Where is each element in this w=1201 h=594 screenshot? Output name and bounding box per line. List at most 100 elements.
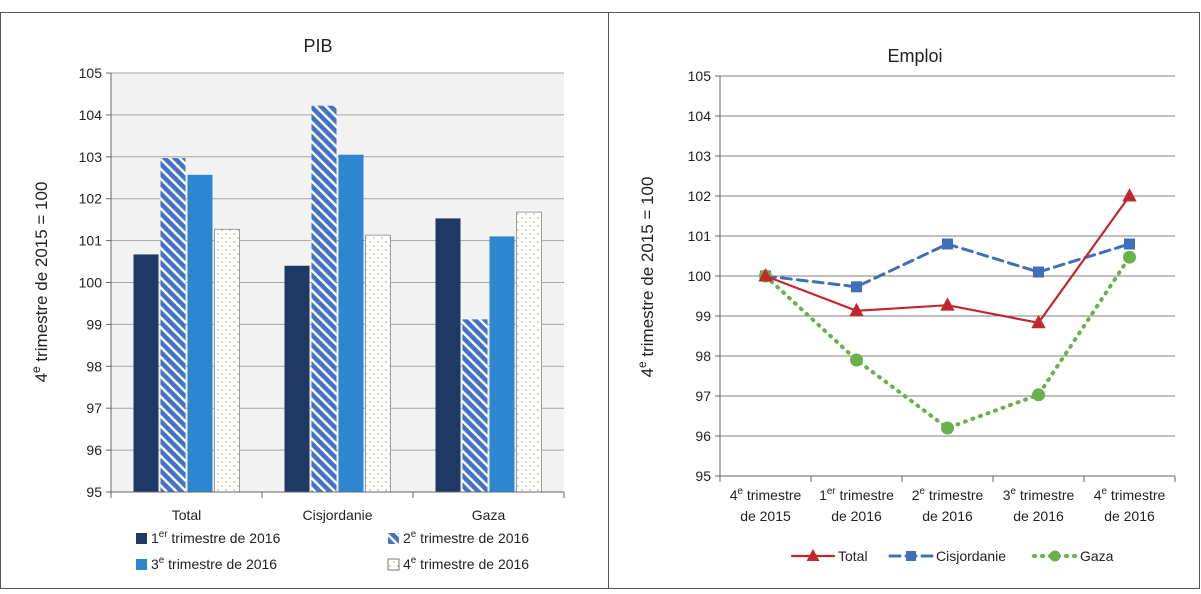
emploi-legend-label: Cisjordanie bbox=[936, 548, 1006, 564]
pib-y-tick-label: 95 bbox=[86, 484, 102, 500]
emploi-data-point bbox=[1122, 188, 1137, 202]
pib-category-label: Cisjordanie bbox=[302, 507, 372, 523]
emploi-category-label-sup: e bbox=[738, 486, 744, 497]
pib-legend-label-rest: trimestre de 2016 bbox=[416, 530, 529, 546]
emploi-y-tick-label: 103 bbox=[688, 148, 712, 164]
pib-legend-label-sup: e bbox=[411, 555, 417, 566]
emploi-y-tick-label: 97 bbox=[695, 388, 711, 404]
emploi-category-label-sup: e bbox=[1102, 486, 1108, 497]
emploi-category-label-line2: de 2016 bbox=[1104, 508, 1155, 524]
emploi-category-label-sup: e bbox=[1011, 486, 1017, 497]
pib-legend-label-rest: trimestre de 2016 bbox=[416, 556, 529, 572]
pib-legend-label-prefix: 3 bbox=[151, 556, 159, 572]
emploi-category-label-rest: trimestre bbox=[1107, 487, 1166, 503]
pib-legend-label: 2e trimestre de 2016 bbox=[403, 529, 529, 546]
pib-y-tick-label: 98 bbox=[86, 358, 102, 374]
pib-bar bbox=[311, 105, 337, 492]
emploi-category-label-sup: e bbox=[920, 486, 926, 497]
pib-bar bbox=[160, 158, 186, 492]
pib-legend-label-sup: e bbox=[411, 529, 417, 540]
pib-legend-swatch bbox=[387, 558, 400, 571]
emploi-gridlines bbox=[720, 75, 1175, 477]
emploi-y-tick-label: 100 bbox=[688, 268, 712, 284]
pib-legend-label-prefix: 2 bbox=[403, 530, 411, 546]
pib-legend-label: 1er trimestre de 2016 bbox=[151, 529, 281, 546]
pib-y-tick-label: 104 bbox=[79, 107, 103, 123]
emploi-category-label-rest: trimestre bbox=[1016, 487, 1075, 503]
emploi-y-tick-label: 96 bbox=[695, 428, 711, 444]
emploi-y-tick-label: 101 bbox=[688, 228, 712, 244]
pib-y-tick-label: 103 bbox=[79, 149, 103, 165]
pib-y-tick-label: 100 bbox=[79, 275, 103, 291]
emploi-category-label-line2: de 2016 bbox=[831, 508, 882, 524]
emploi-category-label-rest: trimestre bbox=[925, 487, 984, 503]
emploi-y-axis-label: 4e trimestre de 2015 = 100 bbox=[635, 177, 657, 378]
pib-legend-swatch bbox=[388, 533, 399, 544]
emploi-category-label-prefix: 1 bbox=[819, 487, 827, 503]
pib-axes: 95 96 97 98 99 100 101 102 103 104 105 Total Cisjord… bbox=[79, 65, 565, 523]
pib-legend-label: 4e trimestre de 2016 bbox=[403, 555, 529, 572]
pib-legend-label-sup: er bbox=[159, 529, 168, 540]
emploi-y-tick-label: 105 bbox=[688, 68, 712, 84]
emploi-category-label: 3e trimestre bbox=[1003, 486, 1075, 503]
pib-legend-swatch bbox=[136, 559, 147, 570]
pib-bar bbox=[516, 211, 542, 493]
emploi-category-label-line2: de 2016 bbox=[1013, 508, 1064, 524]
pib-bar bbox=[284, 265, 310, 492]
emploi-category-label-prefix: 4 bbox=[730, 487, 738, 503]
emploi-legend-label: Total bbox=[838, 548, 868, 564]
emploi-category-label-line2: de 2016 bbox=[922, 508, 973, 524]
emploi-category-label-sup: er bbox=[827, 486, 836, 497]
emploi-category-label: 1er trimestre bbox=[819, 486, 894, 503]
emploi-data-point bbox=[941, 421, 954, 435]
pib-bar bbox=[187, 174, 213, 492]
emploi-data-point bbox=[850, 353, 863, 367]
pib-legend-label-rest: trimestre de 2016 bbox=[168, 530, 281, 546]
emploi-category-label-prefix: 4 bbox=[1094, 487, 1102, 503]
emploi-y-tick-label: 102 bbox=[688, 188, 712, 204]
pib-y-tick-label: 105 bbox=[79, 65, 103, 81]
emploi-category-label: 4e trimestre bbox=[730, 486, 802, 503]
emploi-category-label: 4e trimestre bbox=[1094, 486, 1166, 503]
pib-ylabel-rest: trimestre de 2015 = 100 bbox=[32, 182, 51, 367]
pib-legend-label-prefix: 4 bbox=[403, 556, 411, 572]
emploi-legend-marker bbox=[906, 551, 916, 561]
emploi-title: Emploi bbox=[887, 46, 942, 66]
pib-bar bbox=[435, 218, 461, 492]
pib-legend: 1er trimestre de 2016 2e trimestre de 201… bbox=[136, 529, 529, 572]
emploi-legend: Total Cisjordanie Gaza bbox=[790, 548, 1114, 564]
pib-bar bbox=[338, 154, 364, 492]
emploi-data-point bbox=[942, 238, 953, 250]
emploi-data-point bbox=[1031, 314, 1046, 329]
emploi-ylabel-sup: e bbox=[635, 361, 649, 368]
pib-legend-label-rest: trimestre de 2016 bbox=[164, 556, 277, 572]
emploi-data-point bbox=[849, 302, 864, 317]
emploi-y-tick-label: 98 bbox=[695, 348, 711, 364]
emploi-category-label-line2: de 2015 bbox=[740, 508, 791, 524]
emploi-y-tick-label: 99 bbox=[695, 308, 711, 324]
pib-legend-label-prefix: 1 bbox=[151, 530, 159, 546]
emploi-legend-marker bbox=[806, 548, 820, 561]
emploi-data-point bbox=[758, 268, 773, 282]
emploi-legend-marker bbox=[1049, 550, 1061, 562]
pib-category-label: Gaza bbox=[472, 507, 506, 523]
emploi-data-point bbox=[940, 297, 955, 311]
emploi-data-point bbox=[851, 281, 862, 293]
emploi-category-label-rest: trimestre bbox=[836, 487, 895, 503]
pib-bar bbox=[462, 319, 488, 492]
pib-y-tick-label: 97 bbox=[86, 400, 102, 416]
pib-y-tick-label: 96 bbox=[86, 442, 102, 458]
pib-title: PIB bbox=[303, 36, 332, 56]
emploi-legend-label: Gaza bbox=[1080, 548, 1114, 564]
emploi-data-point bbox=[1123, 250, 1136, 264]
pib-legend-label: 3e trimestre de 2016 bbox=[151, 555, 277, 572]
pib-ylabel-sup: e bbox=[29, 366, 43, 373]
pib-bar bbox=[133, 254, 159, 492]
emploi-y-tick-label: 104 bbox=[688, 108, 712, 124]
pib-y-tick-label: 99 bbox=[86, 316, 102, 332]
pib-bar bbox=[489, 236, 515, 492]
